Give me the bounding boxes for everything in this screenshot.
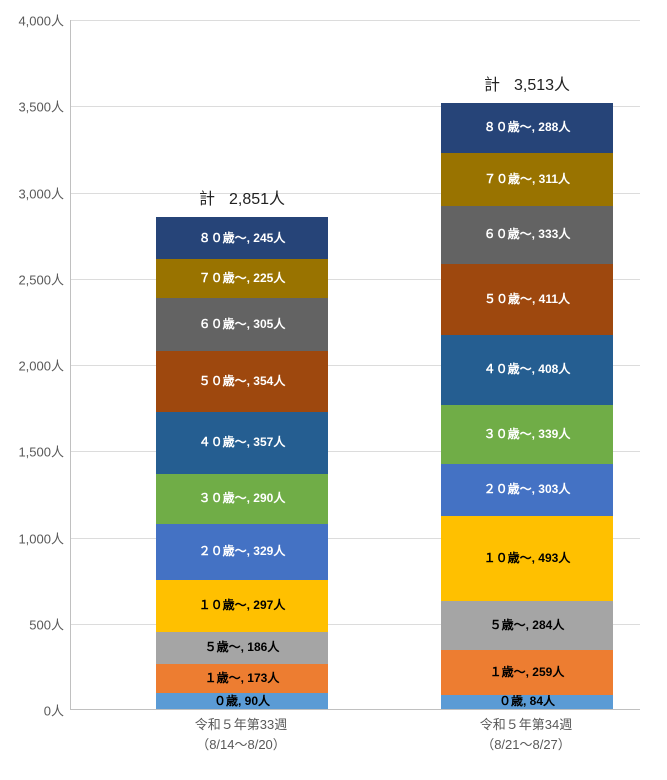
bar-segment: ５０歳～, 411人 [441, 264, 613, 335]
segment-label: ３０歳～, 290人 [199, 492, 286, 505]
bar-total-label: 計3,513人 [441, 71, 613, 95]
segment-label: １歳～, 173人 [205, 672, 280, 685]
bar-segment: ４０歳～, 408人 [441, 335, 613, 405]
bar-segment: １０歳～, 493人 [441, 516, 613, 601]
y-axis-tick-label: 3,000人 [0, 183, 64, 202]
segment-label: ４０歳～, 408人 [484, 363, 571, 376]
segment-label: ８０歳～, 245人 [199, 232, 286, 245]
stacked-bar-chart: ０歳, 90人 １歳～, 173人 ５歳～, 186人 １０歳～, 297人 ２０歳～,… [0, 0, 667, 780]
bar-group: ０歳, 90人 １歳～, 173人 ５歳～, 186人 １０歳～, 297人 ２０歳～,… [156, 19, 328, 709]
y-axis-tick-label: 3,500人 [0, 97, 64, 116]
segment-label: ５０歳～, 354人 [199, 375, 286, 388]
y-axis-tick-label: 1,000人 [0, 528, 64, 547]
y-axis-tick-label: 2,000人 [0, 356, 64, 375]
segment-label: ６０歳～, 333人 [484, 228, 571, 241]
segment-label: ８０歳～, 288人 [484, 121, 571, 134]
bar-segment: ７０歳～, 225人 [156, 259, 328, 298]
segment-label: ０歳, 84人 [499, 695, 555, 708]
y-axis-tick-label: 2,500人 [0, 269, 64, 288]
bar-segment: ５歳～, 186人 [156, 632, 328, 664]
x-axis-tick-label: 令和５年第34週（8/21～8/27） [426, 715, 626, 754]
segment-label: ５０歳～, 411人 [484, 293, 570, 306]
segment-label: ５歳～, 284人 [490, 619, 565, 632]
y-axis-tick-label: 1,500人 [0, 442, 64, 461]
bar-segment: ２０歳～, 303人 [441, 464, 613, 516]
bar-segment: １歳～, 173人 [156, 664, 328, 694]
segment-label: １歳～, 259人 [490, 666, 565, 679]
y-axis-tick-label: 500人 [0, 614, 64, 633]
bar-segment: ３０歳～, 339人 [441, 405, 613, 463]
bar-segment: １歳～, 259人 [441, 650, 613, 695]
segment-label: １０歳～, 493人 [484, 552, 571, 565]
segment-label: ５歳～, 186人 [205, 641, 280, 654]
bar-segment: ０歳, 84人 [441, 695, 613, 709]
segment-label: ２０歳～, 329人 [199, 545, 286, 558]
bar-segment: ７０歳～, 311人 [441, 153, 613, 207]
y-axis-tick-label: 4,000人 [0, 11, 64, 30]
bar-segment: ４０歳～, 357人 [156, 412, 328, 474]
bar-total-label: 計2,851人 [156, 185, 328, 209]
segment-label: ７０歳～, 311人 [484, 173, 570, 186]
bar-segment: １０歳～, 297人 [156, 580, 328, 631]
segment-label: ０歳, 90人 [214, 695, 270, 708]
segment-label: ４０歳～, 357人 [199, 436, 286, 449]
segment-label: ３０歳～, 339人 [484, 428, 571, 441]
bar-segment: ６０歳～, 305人 [156, 298, 328, 351]
bar-segment: ８０歳～, 288人 [441, 103, 613, 153]
x-axis-tick-label: 令和５年第33週（8/14～8/20） [141, 715, 341, 754]
bar-segment: ５歳～, 284人 [441, 601, 613, 650]
bar-segment: ８０歳～, 245人 [156, 217, 328, 259]
bar-segment: ５０歳～, 354人 [156, 351, 328, 412]
y-axis-tick-label: 0人 [0, 701, 64, 720]
segment-label: ２０歳～, 303人 [484, 483, 571, 496]
plot-area: ０歳, 90人 １歳～, 173人 ５歳～, 186人 １０歳～, 297人 ２０歳～,… [70, 20, 640, 710]
segment-label: ６０歳～, 305人 [199, 318, 286, 331]
bar-segment: ２０歳～, 329人 [156, 524, 328, 581]
bar-group: ０歳, 84人 １歳～, 259人 ５歳～, 284人 １０歳～, 493人 ２０歳～,… [441, 19, 613, 709]
segment-label: １０歳～, 297人 [199, 599, 286, 612]
segment-label: ７０歳～, 225人 [199, 272, 286, 285]
bar-segment: ０歳, 90人 [156, 693, 328, 709]
bar-segment: ３０歳～, 290人 [156, 474, 328, 524]
bar-segment: ６０歳～, 333人 [441, 206, 613, 263]
